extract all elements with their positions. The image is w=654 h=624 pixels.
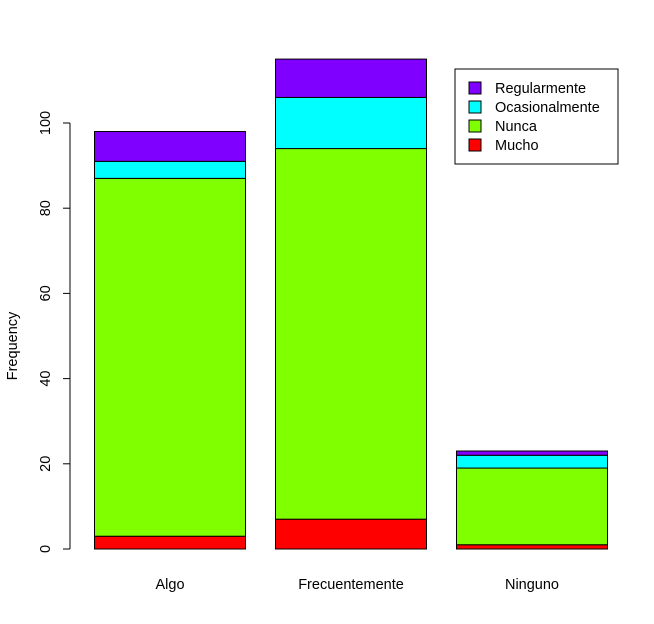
legend-swatch-regularmente (468, 81, 482, 95)
bar-segment-ninguno-mucho (456, 544, 608, 550)
y-tick-label: 40 (38, 371, 54, 387)
bar-segment-frecuentemente-regularmente (275, 58, 427, 98)
bars-group (94, 58, 608, 550)
y-axis-title: Frequency (5, 311, 21, 380)
y-tick-label: 80 (38, 200, 54, 216)
legend-swatch-ocasionalmente (468, 100, 482, 114)
bar-segment-ninguno-regularmente (456, 450, 608, 456)
bar-segment-frecuentemente-mucho (275, 518, 427, 550)
y-tick-label: 100 (38, 111, 54, 135)
y-axis: 0 20 40 60 80 100 (38, 111, 71, 553)
legend-swatch-mucho (468, 138, 482, 152)
legend-label: Ocasionalmente (495, 100, 600, 116)
x-tick-label: Ninguno (505, 577, 559, 593)
legend-label: Regularmente (495, 81, 586, 97)
y-tick-label: 20 (38, 456, 54, 472)
bar-segment-algo-ocasionalmente (94, 160, 246, 179)
legend-swatch-nunca (468, 119, 482, 133)
y-tick-label: 60 (38, 285, 54, 301)
legend: Regularmente Ocasionalmente Nunca Mucho (454, 68, 619, 165)
legend-label: Nunca (495, 119, 538, 135)
bar-segment-ninguno-ocasionalmente (456, 454, 608, 469)
bar-segment-frecuentemente-ocasionalmente (275, 96, 427, 150)
bar-segment-ninguno-nunca (456, 467, 608, 546)
legend-box (454, 68, 619, 165)
bar-segment-algo-regularmente (94, 131, 246, 162)
legend-label: Mucho (495, 138, 539, 154)
bar-segment-frecuentemente-nunca (275, 148, 427, 520)
bar-segment-algo-nunca (94, 177, 246, 537)
x-tick-label: Algo (155, 577, 184, 593)
y-tick-label: 0 (38, 545, 54, 553)
x-tick-label: Frecuentemente (298, 577, 404, 593)
bar-segment-algo-mucho (94, 535, 246, 550)
x-axis-labels: Algo Frecuentemente Ninguno (155, 577, 559, 593)
